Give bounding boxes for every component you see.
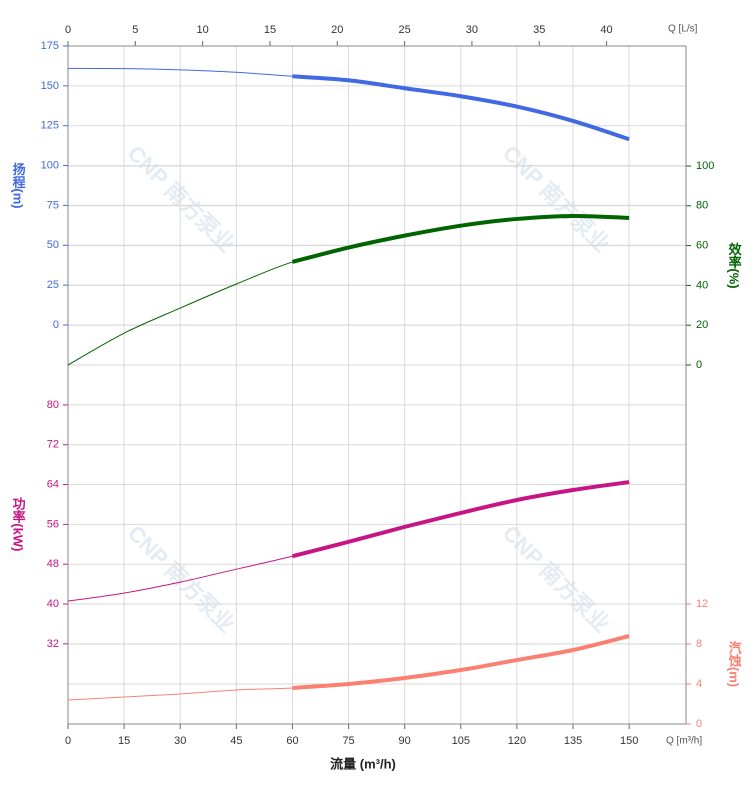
x-tick-label: 0: [65, 735, 71, 747]
x2-tick-label: 5: [132, 24, 138, 36]
x-tick-label: 90: [399, 735, 411, 747]
curve-operating: [291, 213, 630, 264]
x-tick-label: 135: [564, 735, 582, 747]
y-tick-label: 150: [41, 80, 59, 92]
y-tick-label: 8: [696, 638, 702, 650]
y-tick-label: 56: [47, 518, 59, 530]
y-tick-label: 40: [47, 598, 59, 610]
y-tick-label: 75: [47, 199, 59, 211]
watermark: CNP 南方泵业: [498, 520, 615, 637]
y-tick-label: 40: [696, 279, 708, 291]
x2-tick-label: 20: [331, 24, 343, 36]
y-tick-label: 32: [47, 638, 59, 650]
x2-tick-label: 40: [600, 24, 612, 36]
y-axis-title: 扬程(m): [11, 162, 26, 209]
y-tick-label: 12: [696, 598, 708, 610]
x-title: 流量 (m³/h): [330, 756, 396, 771]
x2-tick-label: 35: [533, 24, 545, 36]
x2-tick-label: 25: [398, 24, 410, 36]
watermark: CNP 南方泵业: [123, 520, 240, 637]
y-tick-label: 125: [41, 120, 59, 132]
watermark: CNP 南方泵业: [498, 140, 615, 257]
watermark: CNP 南方泵业: [123, 140, 240, 257]
y-tick-label: 64: [47, 478, 59, 490]
x2-tick-label: 15: [264, 24, 276, 36]
plot-frame: [67, 45, 687, 725]
x2-tick-label: 10: [197, 24, 209, 36]
x-tick-label: 15: [118, 735, 130, 747]
x2-tick-label: 30: [466, 24, 478, 36]
y-tick-label: 60: [696, 240, 708, 252]
y-tick-label: 175: [41, 40, 59, 52]
x-tick-label: 75: [342, 735, 354, 747]
y-axis-title: 效率(%): [727, 242, 742, 289]
x-tick-label: 60: [286, 735, 298, 747]
y-tick-label: 0: [53, 319, 59, 331]
y-tick-label: 100: [41, 159, 59, 171]
x-label: Q [m³/h]: [666, 736, 702, 747]
y-tick-label: 0: [696, 359, 702, 371]
x-tick-label: 150: [620, 735, 638, 747]
curve-operating: [292, 634, 630, 690]
curve-operating: [291, 480, 630, 559]
x-tick-label: 105: [452, 735, 470, 747]
x-tick-label: 45: [230, 735, 242, 747]
curve-operating: [292, 74, 630, 142]
y-tick-label: 48: [47, 558, 59, 570]
y-tick-label: 72: [47, 439, 59, 451]
x-tick-label: 120: [508, 735, 526, 747]
y-tick-label: 80: [47, 399, 59, 411]
y-tick-label: 100: [696, 160, 714, 172]
x2-label: Q [L/s]: [668, 24, 698, 35]
x2-tick-label: 0: [65, 24, 71, 36]
y-tick-label: 80: [696, 200, 708, 212]
y-tick-label: 4: [696, 678, 702, 690]
x-tick-label: 30: [174, 735, 186, 747]
y-tick-label: 20: [696, 319, 708, 331]
y-tick-label: 0: [696, 718, 702, 730]
y-tick-label: 25: [47, 279, 59, 291]
y-axis-title: 汽蚀(m): [727, 640, 743, 687]
y-tick-label: 50: [47, 239, 59, 251]
y-axis-title: 功率(kW): [11, 497, 26, 551]
